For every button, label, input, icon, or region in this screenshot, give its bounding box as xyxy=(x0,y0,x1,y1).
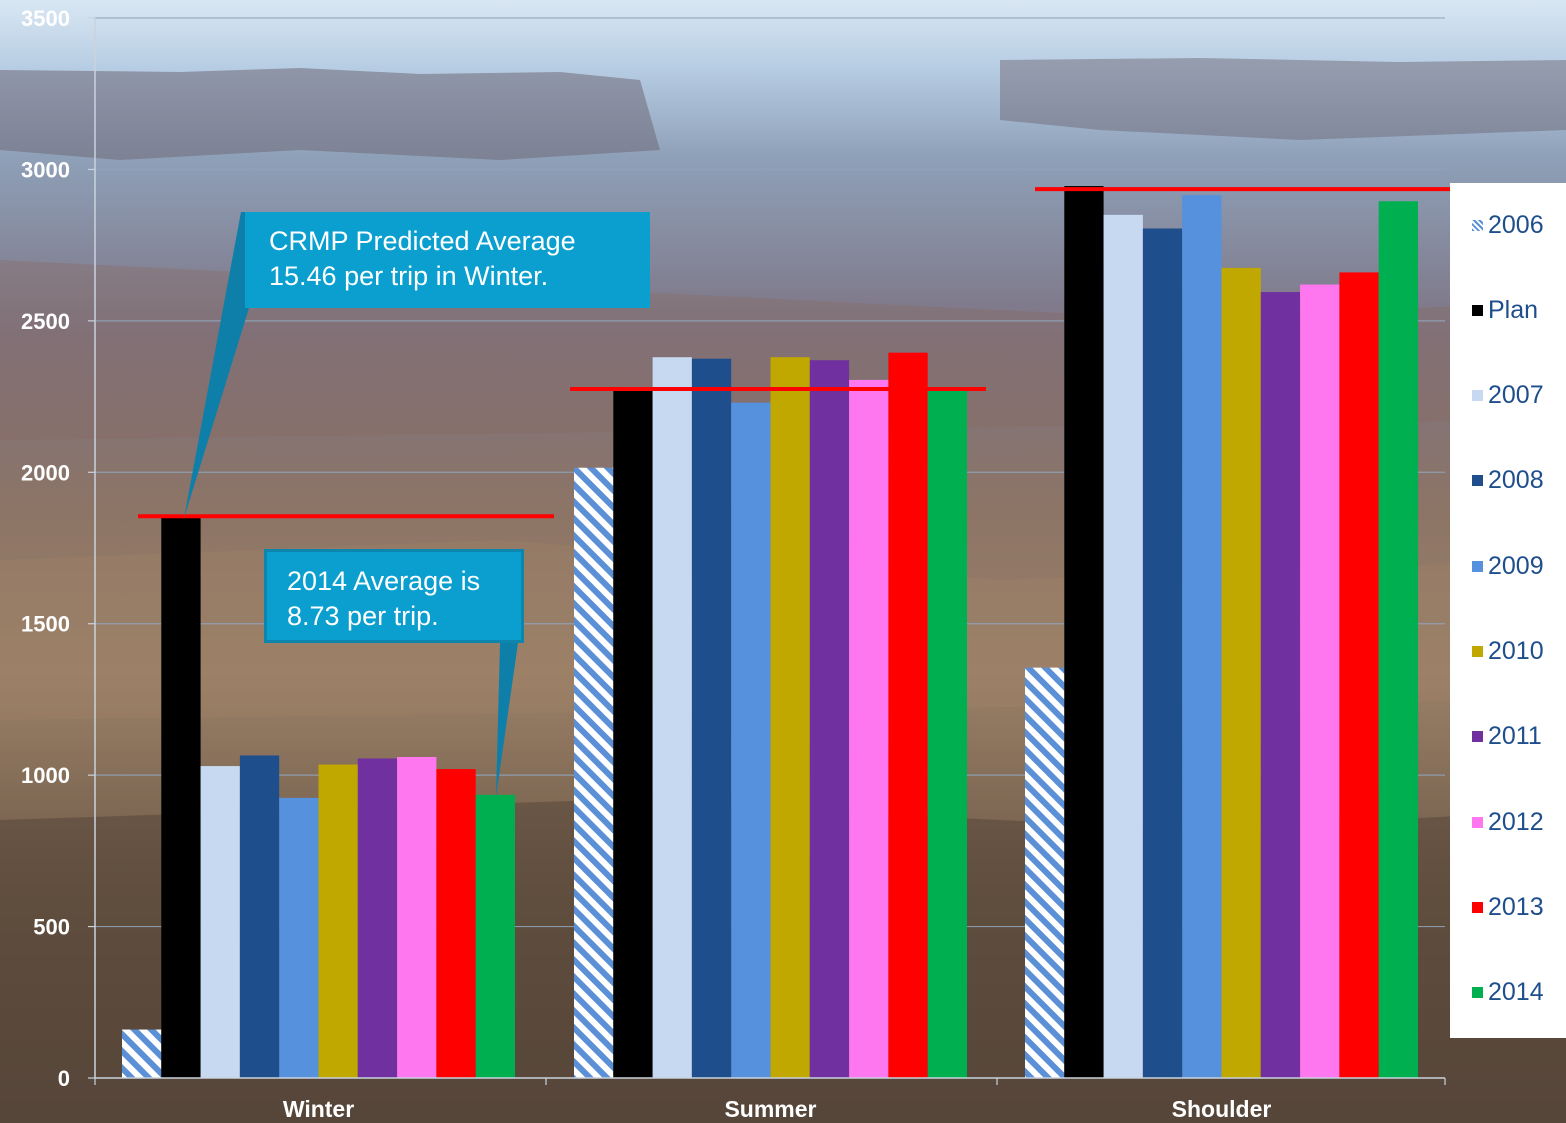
legend-label: Plan xyxy=(1488,295,1539,324)
callout-pointers xyxy=(184,212,518,797)
legend-swatch xyxy=(1472,560,1483,572)
bar-summer-2014 xyxy=(927,389,967,1078)
bar-shoulder-2007 xyxy=(1103,214,1143,1078)
bar-shoulder-2013 xyxy=(1339,272,1379,1078)
bar-shoulder-2009 xyxy=(1182,195,1222,1078)
bar-winter-2012 xyxy=(397,756,437,1078)
bar-summer-2011 xyxy=(809,360,850,1078)
y-tick-label: 3500 xyxy=(21,6,70,31)
bar-shoulder-2008 xyxy=(1142,228,1183,1078)
callout-crmp-predicted: CRMP Predicted Average 15.46 per trip in… xyxy=(245,212,650,308)
callout-crmp-line-2: 15.46 per trip in Winter. xyxy=(269,261,549,291)
y-tick-label: 0 xyxy=(58,1066,70,1091)
bar-shoulder-2010 xyxy=(1221,267,1261,1078)
legend-swatch xyxy=(1472,901,1483,913)
bar-winter-2013 xyxy=(436,769,476,1078)
legend-item-2010: 2010 xyxy=(1472,637,1544,667)
legend-label: 2011 xyxy=(1488,722,1542,751)
y-tick-label: 2000 xyxy=(21,460,70,485)
y-tick-label: 500 xyxy=(33,915,70,940)
legend-swatch xyxy=(1472,646,1483,657)
y-tick-label: 1000 xyxy=(21,763,70,788)
bar-winter-2007 xyxy=(200,766,240,1078)
x-tick-label-winter: Winter xyxy=(283,1096,354,1122)
callout-2014-line-1: 2014 Average is xyxy=(287,566,481,596)
legend-item-2013: 2013 xyxy=(1472,892,1544,922)
bar-summer-2009 xyxy=(731,402,771,1079)
bar-winter-2011 xyxy=(357,758,398,1078)
bar-shoulder-2012 xyxy=(1300,284,1340,1078)
legend-label: 2009 xyxy=(1488,551,1544,580)
legend-item-2008: 2008 xyxy=(1472,466,1544,496)
legend-swatch xyxy=(1472,219,1483,231)
bar-winter-2006 xyxy=(122,1029,162,1078)
legend-swatch xyxy=(1472,475,1483,487)
legend-swatch xyxy=(1472,816,1483,828)
y-tick-label: 2500 xyxy=(21,309,70,334)
callout-2014-average: 2014 Average is 8.73 per trip. xyxy=(264,549,524,643)
bar-winter-2009 xyxy=(279,797,319,1078)
legend-item-2009: 2009 xyxy=(1472,551,1544,581)
bar-summer-2012 xyxy=(849,379,889,1078)
legend: 2006 Plan 2007 2008 2009 2010 2011 2012 2013 2014 xyxy=(1450,183,1566,1038)
bar-shoulder-2011 xyxy=(1260,292,1301,1079)
legend-label: 2007 xyxy=(1488,381,1544,410)
bar-shoulder-2006 xyxy=(1025,667,1065,1078)
bar-winter-plan xyxy=(161,516,201,1078)
legend-label: 2012 xyxy=(1488,807,1544,836)
legend-item-2006: 2006 xyxy=(1472,210,1544,240)
x-tick-label-summer: Summer xyxy=(724,1096,816,1122)
reference-lines xyxy=(138,187,1451,519)
legend-label: 2010 xyxy=(1488,637,1544,665)
callout-2014-line-2: 8.73 per trip. xyxy=(287,601,439,631)
legend-label: 2006 xyxy=(1488,210,1544,239)
y-axis: 0 500 1000 1500 2000 2500 3000 3500 xyxy=(21,6,96,1091)
bar-summer-2006 xyxy=(574,467,614,1078)
legend-swatch xyxy=(1472,731,1483,743)
legend-swatch xyxy=(1472,390,1483,402)
callout-crmp-line-1: CRMP Predicted Average xyxy=(269,226,576,256)
x-axis: Winter Summer Shoulder xyxy=(94,1077,1446,1122)
bars xyxy=(122,186,1418,1079)
bar-winter-2010 xyxy=(318,764,358,1078)
callout-crmp-pointer xyxy=(184,212,249,519)
legend-item-2007: 2007 xyxy=(1472,381,1544,411)
legend-label: 2014 xyxy=(1488,978,1544,1007)
bar-shoulder-plan xyxy=(1064,186,1104,1079)
bar-summer-2007 xyxy=(652,357,692,1078)
callout-2014-pointer xyxy=(496,643,518,797)
legend-item-2012: 2012 xyxy=(1472,807,1544,837)
bar-winter-2008 xyxy=(239,755,280,1078)
legend-swatch xyxy=(1472,304,1483,316)
bar-summer-2013 xyxy=(888,352,928,1079)
legend-item-2014: 2014 xyxy=(1472,978,1544,1008)
legend-label: 2008 xyxy=(1488,466,1544,495)
legend-item-2011: 2011 xyxy=(1472,722,1542,752)
y-tick-label: 1500 xyxy=(21,612,70,637)
bar-shoulder-2014 xyxy=(1378,201,1418,1078)
bar-summer-plan xyxy=(613,387,653,1078)
x-tick-label-shoulder: Shoulder xyxy=(1172,1096,1272,1122)
legend-swatch xyxy=(1472,987,1483,999)
legend-item-plan: Plan xyxy=(1472,295,1538,325)
bar-winter-2014 xyxy=(475,794,515,1078)
y-tick-label: 3000 xyxy=(21,157,70,182)
bar-summer-2008 xyxy=(691,358,732,1078)
bar-summer-2010 xyxy=(770,357,810,1078)
legend-label: 2013 xyxy=(1488,892,1544,921)
